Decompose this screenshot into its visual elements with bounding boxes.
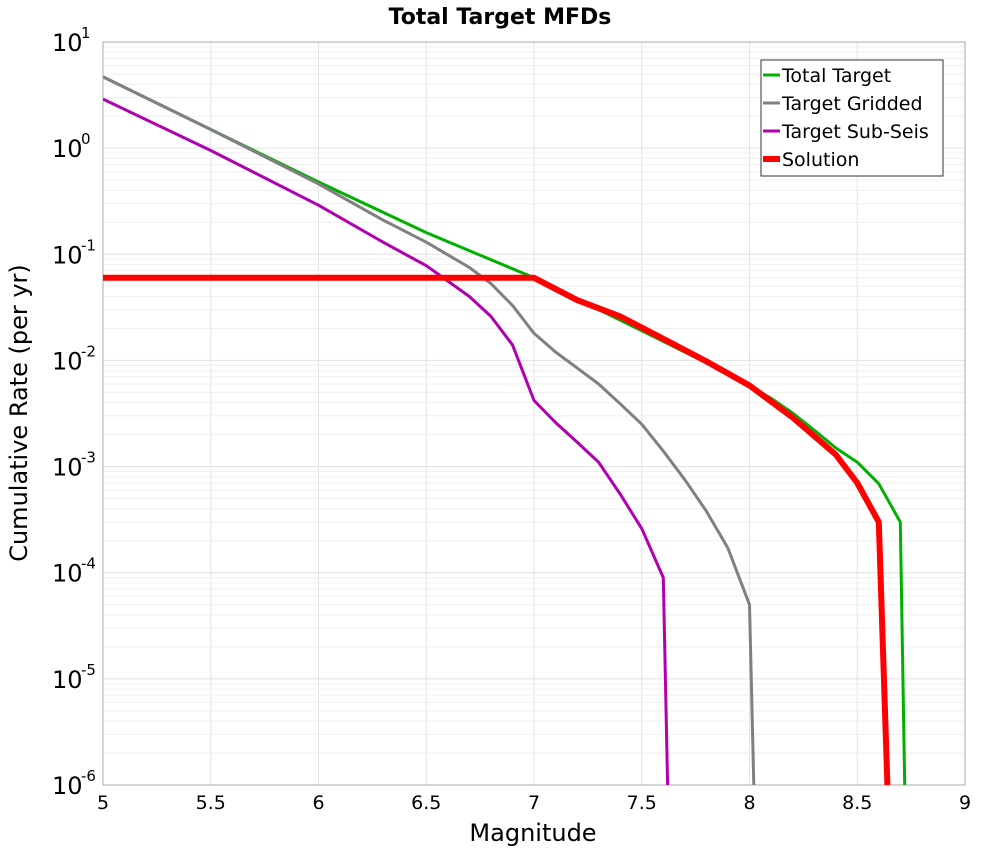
- x-tick-label: 5: [97, 792, 109, 814]
- y-tick-base: 10: [52, 241, 83, 269]
- y-tick-exponent: -2: [81, 342, 96, 360]
- series-layer: [103, 75, 907, 785]
- legend: Total Target Target Gridded Target Sub-Sei…: [760, 59, 944, 177]
- y-tick-label: 10-4: [52, 555, 96, 588]
- y-tick-exponent: -4: [81, 555, 96, 573]
- legend-box: [760, 59, 944, 177]
- legend-label: Target Sub-Seis: [781, 121, 929, 143]
- legend-item: Target Sub-Seis: [763, 121, 929, 143]
- y-tick-exponent: 0: [81, 130, 91, 148]
- x-axis-label: Magnitude: [469, 819, 596, 847]
- y-tick-base: 10: [52, 29, 83, 57]
- y-axis-label: Cumulative Rate (per yr): [5, 264, 33, 562]
- legend-item: Total Target: [763, 65, 891, 87]
- legend-item: Target Gridded: [763, 93, 923, 115]
- y-tick-label: 101: [52, 24, 91, 57]
- series-line-solution: [103, 274, 891, 785]
- y-tick-label: 10-3: [52, 449, 96, 482]
- x-tick-label: 6: [312, 792, 324, 814]
- y-tick-base: 10: [52, 666, 83, 694]
- y-tick-label: 10-6: [52, 767, 96, 800]
- legend-label: Target Gridded: [781, 93, 923, 115]
- x-tick-label: 9: [959, 792, 971, 814]
- y-tick-label: 10-5: [52, 661, 96, 694]
- series-line-target-gridded: [103, 75, 756, 785]
- series-line-target-sub-seis: [103, 97, 670, 785]
- x-axis-ticks: 5 5.5 6 6.5 7 7.5 8 8.5 9: [97, 792, 971, 814]
- y-tick-label: 100: [52, 130, 91, 163]
- y-tick-label: 10-2: [52, 342, 96, 375]
- y-tick-exponent: -3: [81, 449, 96, 467]
- y-tick-exponent: -6: [81, 767, 96, 785]
- y-tick-exponent: -1: [81, 236, 96, 254]
- y-tick-label: 10-1: [52, 236, 96, 269]
- plot-frame: [102, 41, 966, 786]
- x-tick-label: 5.5: [196, 792, 226, 814]
- x-tick-label: 6.5: [411, 792, 441, 814]
- legend-item: Solution: [763, 149, 859, 171]
- x-tick-label: 8.5: [842, 792, 872, 814]
- y-tick-base: 10: [52, 135, 83, 163]
- legend-label: Total Target: [781, 65, 891, 87]
- y-tick-base: 10: [52, 454, 83, 482]
- y-tick-base: 10: [52, 772, 83, 800]
- y-tick-exponent: -5: [81, 661, 96, 679]
- x-tick-label: 8: [743, 792, 755, 814]
- y-tick-base: 10: [52, 347, 83, 375]
- chart-title: Total Target MFDs: [389, 5, 612, 30]
- legend-label: Solution: [782, 149, 859, 171]
- x-tick-label: 7.5: [627, 792, 657, 814]
- y-tick-exponent: 1: [81, 24, 91, 42]
- y-tick-base: 10: [52, 560, 83, 588]
- x-tick-label: 7: [528, 792, 540, 814]
